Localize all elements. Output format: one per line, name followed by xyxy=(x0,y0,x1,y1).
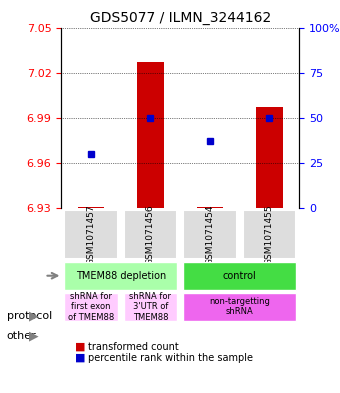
Text: shRNA for
3'UTR of
TMEM88: shRNA for 3'UTR of TMEM88 xyxy=(130,292,171,321)
Text: GSM1071455: GSM1071455 xyxy=(265,204,274,264)
Text: percentile rank within the sample: percentile rank within the sample xyxy=(88,353,253,363)
FancyBboxPatch shape xyxy=(64,209,118,259)
FancyBboxPatch shape xyxy=(124,293,177,321)
FancyBboxPatch shape xyxy=(183,293,296,321)
Text: shRNA for
first exon
of TMEM88: shRNA for first exon of TMEM88 xyxy=(68,292,114,321)
Text: GSM1071456: GSM1071456 xyxy=(146,204,155,264)
Bar xyxy=(197,207,223,209)
FancyBboxPatch shape xyxy=(183,209,237,259)
Bar xyxy=(137,62,164,209)
Title: GDS5077 / ILMN_3244162: GDS5077 / ILMN_3244162 xyxy=(89,11,271,25)
FancyBboxPatch shape xyxy=(64,293,118,321)
Text: ■: ■ xyxy=(75,342,85,352)
Text: GSM1071454: GSM1071454 xyxy=(205,204,215,264)
Text: non-targetting
shRNA: non-targetting shRNA xyxy=(209,297,270,316)
FancyBboxPatch shape xyxy=(183,262,296,290)
Text: ▶: ▶ xyxy=(29,329,38,343)
Text: transformed count: transformed count xyxy=(88,342,179,352)
Text: GSM1071457: GSM1071457 xyxy=(86,204,96,264)
Bar xyxy=(256,107,283,209)
Text: ▶: ▶ xyxy=(29,310,38,323)
FancyBboxPatch shape xyxy=(64,262,177,290)
Text: control: control xyxy=(223,271,257,281)
FancyBboxPatch shape xyxy=(124,209,177,259)
FancyBboxPatch shape xyxy=(243,209,296,259)
Text: other: other xyxy=(7,331,36,341)
Bar xyxy=(78,207,104,209)
Text: ■: ■ xyxy=(75,353,85,363)
Text: protocol: protocol xyxy=(7,311,52,321)
Text: TMEM88 depletion: TMEM88 depletion xyxy=(75,271,166,281)
